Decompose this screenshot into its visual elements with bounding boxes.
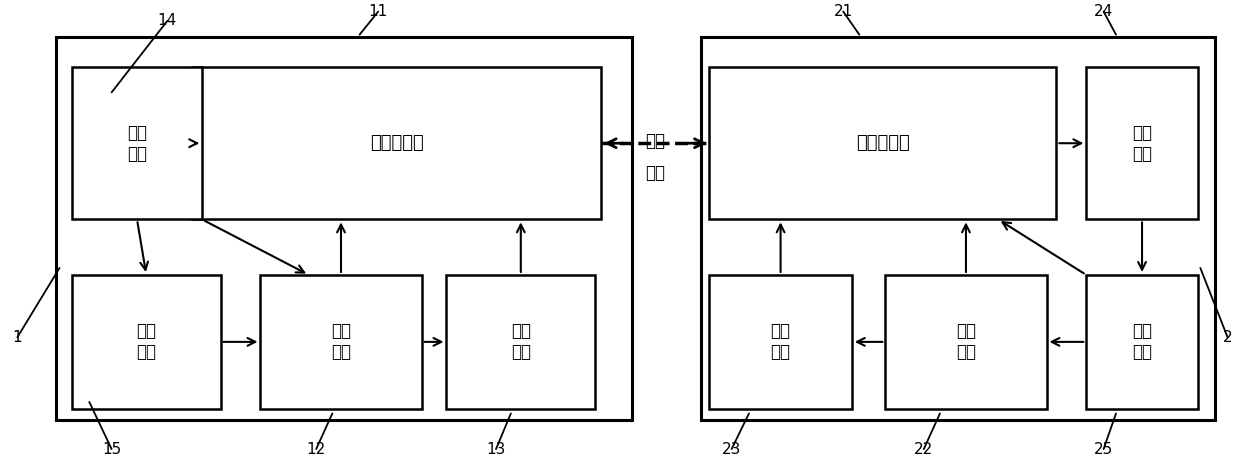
Text: 主控
模块: 主控 模块 — [956, 322, 976, 361]
Text: 主控
模块: 主控 模块 — [331, 322, 351, 361]
Text: 调制
模块: 调制 模块 — [511, 322, 531, 361]
Bar — [260, 275, 422, 409]
Text: 24: 24 — [1094, 4, 1114, 19]
Text: 13: 13 — [486, 442, 506, 456]
Text: 21: 21 — [833, 4, 853, 19]
Text: 主机光天线: 主机光天线 — [370, 134, 424, 152]
Bar — [72, 275, 221, 409]
Text: 1: 1 — [12, 330, 22, 345]
Text: 谐振: 谐振 — [645, 132, 665, 150]
Text: 2: 2 — [1223, 330, 1233, 345]
Text: 12: 12 — [306, 442, 326, 456]
Bar — [192, 67, 601, 219]
Bar — [1086, 67, 1198, 219]
Text: 25: 25 — [1094, 442, 1114, 456]
Bar — [885, 275, 1047, 409]
Text: 14: 14 — [157, 13, 177, 28]
Bar — [701, 37, 1215, 420]
Text: 解调
模块: 解调 模块 — [1132, 322, 1152, 361]
Text: 检光
模块: 检光 模块 — [1132, 124, 1152, 163]
Text: 15: 15 — [102, 442, 122, 456]
Bar — [709, 67, 1056, 219]
Text: 11: 11 — [368, 4, 388, 19]
Text: 22: 22 — [914, 442, 934, 456]
Text: 解调
模块: 解调 模块 — [136, 322, 156, 361]
Bar — [56, 37, 632, 420]
Text: 调制
模块: 调制 模块 — [770, 322, 791, 361]
Bar — [446, 275, 595, 409]
Bar — [1086, 275, 1198, 409]
Text: 23: 23 — [722, 442, 742, 456]
Text: 从机光天线: 从机光天线 — [856, 134, 910, 152]
Bar — [709, 275, 852, 409]
Bar — [72, 67, 202, 219]
Text: 检光
模块: 检光 模块 — [126, 124, 148, 163]
Text: 光束: 光束 — [645, 164, 665, 182]
